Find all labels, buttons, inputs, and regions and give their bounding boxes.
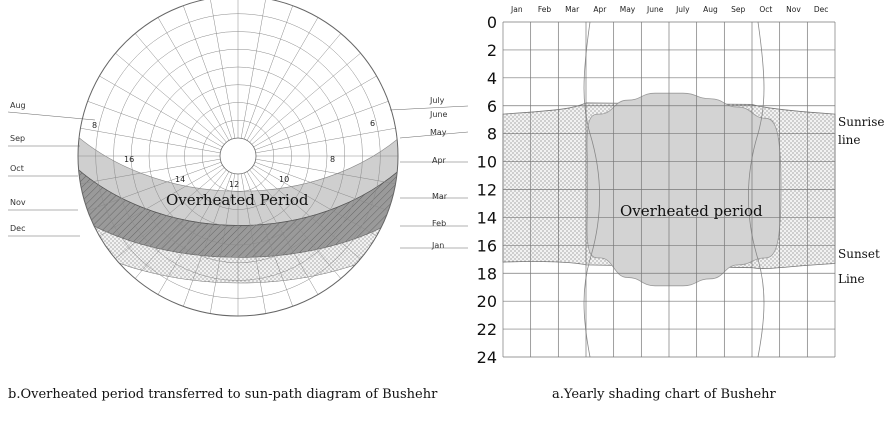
month-tick-label: Oct (759, 5, 772, 14)
azimuth-line (87, 101, 222, 151)
month-label-jan: Jan (431, 241, 444, 250)
azimuth-line (251, 167, 361, 260)
azimuth-line (253, 164, 377, 237)
azimuth-line (243, 172, 293, 307)
month-label-mar: Mar (432, 192, 448, 201)
azimuth-line (240, 173, 267, 314)
left-caption: b.Overheated period transferred to sun-p… (8, 387, 438, 402)
hour-tick-label: 16 (477, 236, 497, 255)
month-tick-label: Feb (538, 5, 552, 14)
month-label-aug: Aug (10, 101, 26, 110)
azimuth-line (209, 173, 236, 314)
sunrise-label-line2: line (838, 133, 861, 147)
azimuth-line (253, 75, 377, 148)
month-label-nov: Nov (10, 198, 26, 207)
sun-path-diagram: Aug Sep Oct Nov Dec July June May Apr Ma… (7, 0, 469, 317)
azimuth-line (249, 169, 342, 279)
azimuth-line (99, 75, 223, 148)
azimuth-line (251, 52, 361, 145)
azimuth-line (134, 169, 227, 279)
month-label-july: July (429, 96, 445, 105)
month-tick-label: Dec (814, 5, 829, 14)
hour-tick-label: 20 (477, 292, 497, 311)
azimuth-line (157, 17, 230, 141)
hour-label-14: 14 (175, 175, 185, 184)
hour-tick-label: 0 (487, 13, 497, 32)
azimuth-line (115, 167, 225, 260)
month-tick-label: Nov (786, 5, 801, 14)
azimuth-line (183, 172, 233, 307)
sunpath-grid (78, 0, 398, 316)
month-tick-labels: Jan Feb Mar Apr May June July Aug Sep Oct Nov Dec (510, 5, 828, 14)
winter-band (78, 204, 398, 284)
sunset-label-line1: Sunset (838, 247, 880, 261)
month-tick-label: Aug (703, 5, 718, 14)
azimuth-line (240, 0, 267, 139)
azimuth-line (183, 5, 233, 140)
overheated-region-label: Overheated period (620, 202, 763, 220)
month-label-sep: Sep (10, 134, 25, 143)
azimuth-line (134, 33, 227, 143)
month-label-may: May (430, 128, 447, 137)
hour-label-8-east: 8 (330, 155, 335, 164)
right-caption: a.Yearly shading chart of Bushehr (552, 387, 776, 402)
overheated-period-label: Overheated Period (166, 191, 309, 209)
azimuth-line (255, 127, 396, 154)
azimuth-line (254, 161, 389, 211)
sunpath-outer-circle (77, 0, 399, 317)
azimuth-line (243, 5, 293, 140)
equinox-curve-spring (583, 21, 600, 358)
hour-tick-label: 18 (477, 264, 497, 283)
azimuth-line (254, 101, 389, 151)
hour-label-12: 12 (229, 180, 239, 189)
azimuth-line (99, 164, 223, 237)
azimuth-line (209, 0, 236, 139)
month-leader-lines (7, 105, 469, 249)
hour-tick-label: 14 (477, 208, 497, 227)
month-tick-label: Jan (510, 5, 523, 14)
month-tick-label: July (675, 5, 690, 14)
hour-tick-label: 8 (487, 125, 497, 144)
hour-tick-label: 4 (487, 69, 497, 88)
month-tick-label: Mar (565, 5, 580, 14)
hour-label-10: 10 (279, 175, 289, 184)
sunset-label-line2: Line (838, 272, 865, 286)
azimuth-line (246, 17, 319, 141)
hour-tick-label: 22 (477, 320, 497, 339)
month-tick-label: Apr (593, 5, 607, 14)
hour-tick-label: 24 (477, 348, 497, 367)
yearly-shading-chart: Jan Feb Mar Apr May June July Aug Sep Oct Nov Dec 0… (477, 5, 885, 367)
azimuth-line (255, 158, 396, 185)
month-label-oct: Oct (10, 164, 24, 173)
month-tick-label: June (646, 5, 664, 14)
azimuth-line (87, 161, 222, 211)
month-tick-label: Sep (731, 5, 745, 14)
month-tick-label: May (620, 5, 636, 14)
hour-tick-label: 2 (487, 41, 497, 60)
azimuth-line (246, 171, 319, 295)
chart-grid (502, 21, 836, 358)
hour-tick-label: 10 (477, 153, 497, 172)
month-label-feb: Feb (432, 219, 446, 228)
month-label-dec: Dec (10, 224, 25, 233)
azimuth-line (80, 158, 221, 185)
azimuth-line (115, 52, 225, 145)
hour-label-16: 16 (124, 155, 134, 164)
month-label-apr: Apr (432, 156, 447, 165)
hour-tick-label: 6 (487, 97, 497, 116)
hour-label-8-west: 8 (92, 121, 97, 130)
hour-label-6: 6 (370, 119, 375, 128)
sunrise-label-line1: Sunrise (838, 115, 885, 129)
sunpath-zenith-circle (219, 137, 257, 175)
hour-tick-label: 12 (477, 181, 497, 200)
azimuth-line (157, 171, 230, 295)
azimuth-line (249, 33, 342, 143)
equinox-curve-autumn (748, 21, 765, 358)
month-label-june: June (429, 110, 448, 119)
azimuth-line (80, 127, 221, 154)
